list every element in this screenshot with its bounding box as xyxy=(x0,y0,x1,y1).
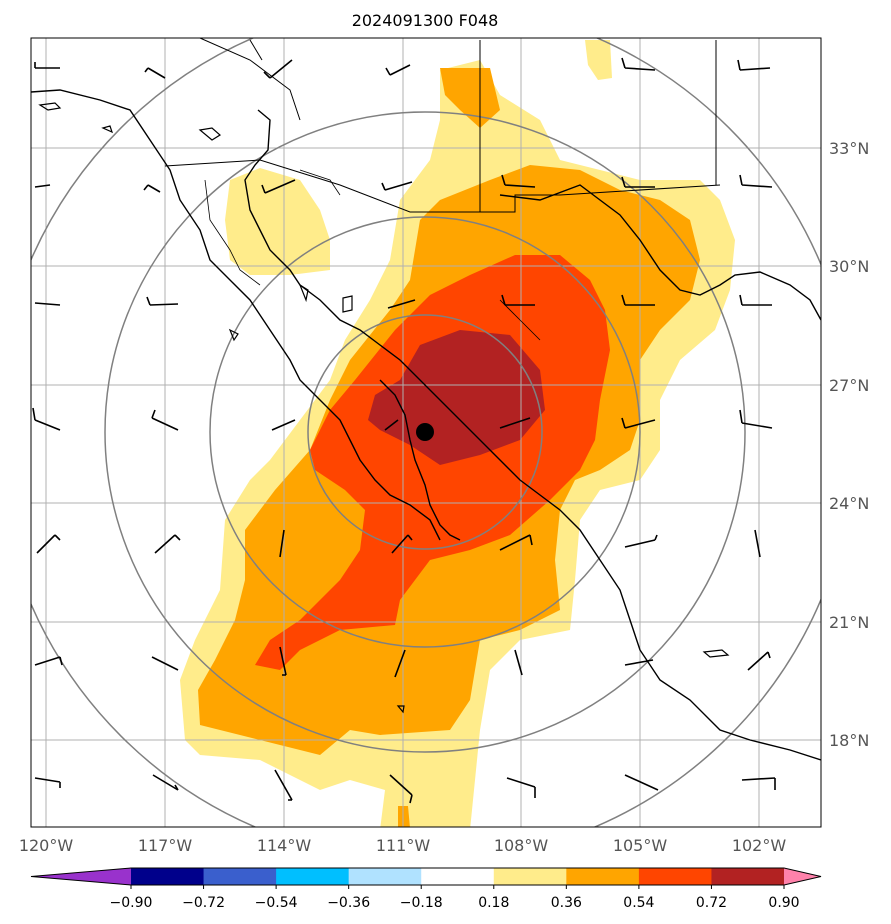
colorbar-tick-label: 0.18 xyxy=(478,895,509,911)
colorbar-segment xyxy=(493,868,567,885)
contour-fill-072 xyxy=(368,330,545,465)
colorbar-tick-label: −0.72 xyxy=(182,895,225,911)
lon-label: 111°W xyxy=(376,836,431,855)
colorbar-tick-label: 0.36 xyxy=(551,895,582,911)
colorbar-tick-label: −0.90 xyxy=(110,895,153,911)
colorbar-segment xyxy=(421,868,495,885)
colorbar-segment xyxy=(711,868,785,885)
lon-label: 102°W xyxy=(732,836,787,855)
lon-label: 114°W xyxy=(257,836,312,855)
lon-labels: 120°W 117°W 114°W 111°W 108°W 105°W 102°… xyxy=(19,836,787,855)
lat-label: 30°N xyxy=(829,257,869,276)
colorbar-tick-label: −0.18 xyxy=(400,895,443,911)
lon-label: 120°W xyxy=(19,836,74,855)
wind-barbs xyxy=(32,57,776,804)
range-rings xyxy=(31,38,821,827)
colorbar-segment xyxy=(566,868,640,885)
colorbar: −0.90 −0.72 −0.54 −0.36 −0.18 0.18 0.36 0.54 0.7… xyxy=(30,867,822,911)
lat-labels: 33°N 30°N 27°N 24°N 21°N 18°N xyxy=(829,139,869,750)
colorbar-tick-label: 0.72 xyxy=(696,895,727,911)
colorbar-tick-label: 0.90 xyxy=(768,895,799,911)
colorbar-segment xyxy=(131,868,205,885)
colorbar-extend-high xyxy=(784,868,821,885)
coastlines xyxy=(31,89,821,761)
borders xyxy=(164,38,721,213)
lat-label: 24°N xyxy=(829,494,869,513)
islands xyxy=(38,102,730,714)
lon-label: 117°W xyxy=(138,836,193,855)
colorbar-tick-label: −0.36 xyxy=(327,895,370,911)
lat-label: 27°N xyxy=(829,376,869,395)
colorbar-extend-low xyxy=(31,868,131,885)
lat-label: 21°N xyxy=(829,613,869,632)
colorbar-segment xyxy=(203,868,277,885)
map-frame xyxy=(30,37,822,828)
lat-label: 33°N xyxy=(829,139,869,158)
lat-label: 18°N xyxy=(829,731,869,750)
lon-label: 108°W xyxy=(494,836,549,855)
gridlines xyxy=(31,38,821,827)
map-title: 2024091300 F048 xyxy=(352,11,499,30)
colorbar-tick-label: 0.54 xyxy=(623,895,654,911)
storm-center-marker xyxy=(416,423,434,441)
lon-label: 105°W xyxy=(613,836,668,855)
colorbar-tick-label: −0.54 xyxy=(255,895,298,911)
colorbar-segment xyxy=(348,868,422,885)
colorbar-segment xyxy=(276,868,350,885)
map-body xyxy=(31,38,821,827)
colorbar-segment xyxy=(638,868,712,885)
state-lines xyxy=(204,169,541,341)
